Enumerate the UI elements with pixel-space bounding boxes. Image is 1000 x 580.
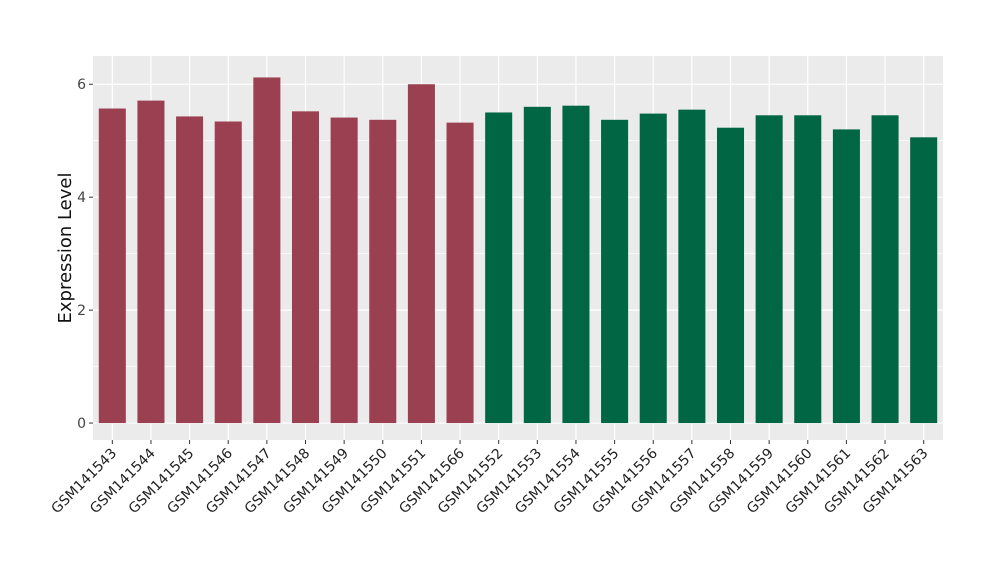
bar-GSM141554: [562, 105, 590, 424]
bar-GSM141544: [137, 100, 165, 424]
x-tick-label: GSM141543: [49, 446, 121, 518]
bar-GSM141559: [755, 115, 783, 424]
y-tick-label: 4: [77, 190, 86, 206]
bar-GSM141553: [523, 106, 551, 424]
bar-GSM141545: [176, 116, 204, 424]
bar-GSM141558: [716, 127, 745, 424]
bar-GSM141560: [794, 115, 822, 424]
bar-GSM141547: [253, 77, 281, 424]
bar-GSM141555: [601, 119, 629, 424]
y-tick-label: 6: [77, 77, 86, 93]
bar-GSM141566: [446, 122, 474, 424]
bars: [98, 77, 938, 424]
bar-GSM141543: [98, 108, 126, 424]
bar-GSM141551: [407, 84, 435, 424]
bar-GSM141556: [639, 113, 667, 424]
bar-GSM141561: [832, 129, 860, 424]
y-tick-label: 2: [77, 303, 86, 319]
bar-GSM141562: [871, 115, 899, 424]
bar-GSM141549: [330, 117, 358, 424]
y-axis-title: Expression Level: [55, 173, 76, 324]
bar-GSM141557: [678, 109, 706, 424]
bar-GSM141552: [485, 112, 513, 424]
bar-GSM141550: [369, 119, 397, 424]
x-axis: GSM141543GSM141544GSM141545GSM141546GSM1…: [49, 440, 932, 517]
y-tick-label: 0: [77, 416, 86, 432]
bar-GSM141548: [291, 111, 320, 424]
bar-GSM141563: [910, 137, 938, 424]
y-axis: 0 2 4 6: [77, 77, 93, 432]
bar-GSM141546: [214, 121, 242, 424]
